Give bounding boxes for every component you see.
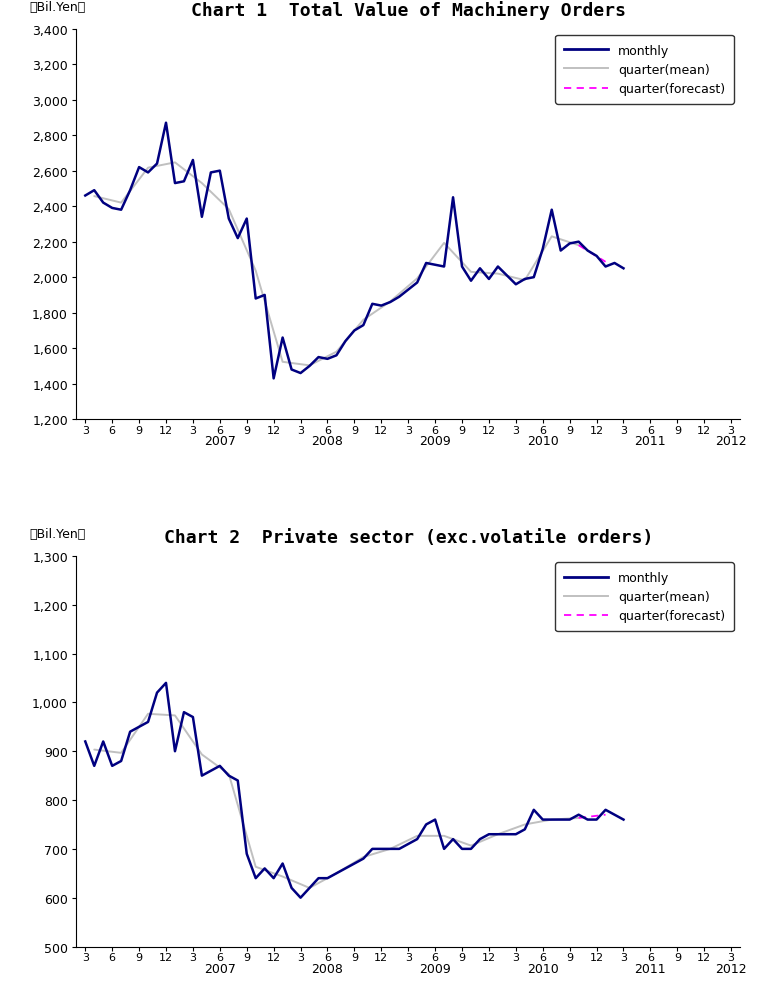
Text: 2012: 2012 bbox=[716, 435, 747, 448]
Text: 2007: 2007 bbox=[204, 961, 236, 974]
Text: 2007: 2007 bbox=[204, 435, 236, 448]
Legend: monthly, quarter(mean), quarter(forecast): monthly, quarter(mean), quarter(forecast… bbox=[555, 35, 734, 105]
Text: （Bil.Yen）: （Bil.Yen） bbox=[30, 528, 86, 540]
Legend: monthly, quarter(mean), quarter(forecast): monthly, quarter(mean), quarter(forecast… bbox=[555, 563, 734, 631]
Text: 2008: 2008 bbox=[311, 435, 343, 448]
Text: 2009: 2009 bbox=[419, 435, 451, 448]
Text: 2012: 2012 bbox=[716, 961, 747, 974]
Title: Chart 2  Private sector (exc.volatile orders): Chart 2 Private sector (exc.volatile ord… bbox=[163, 528, 653, 546]
Text: 2010: 2010 bbox=[527, 961, 559, 974]
Text: 2008: 2008 bbox=[311, 961, 343, 974]
Text: （Bil.Yen）: （Bil.Yen） bbox=[30, 1, 86, 14]
Text: 2011: 2011 bbox=[635, 435, 666, 448]
Title: Chart 1  Total Value of Machinery Orders: Chart 1 Total Value of Machinery Orders bbox=[191, 1, 626, 20]
Text: 2010: 2010 bbox=[527, 435, 559, 448]
Text: 2011: 2011 bbox=[635, 961, 666, 974]
Text: 2009: 2009 bbox=[419, 961, 451, 974]
